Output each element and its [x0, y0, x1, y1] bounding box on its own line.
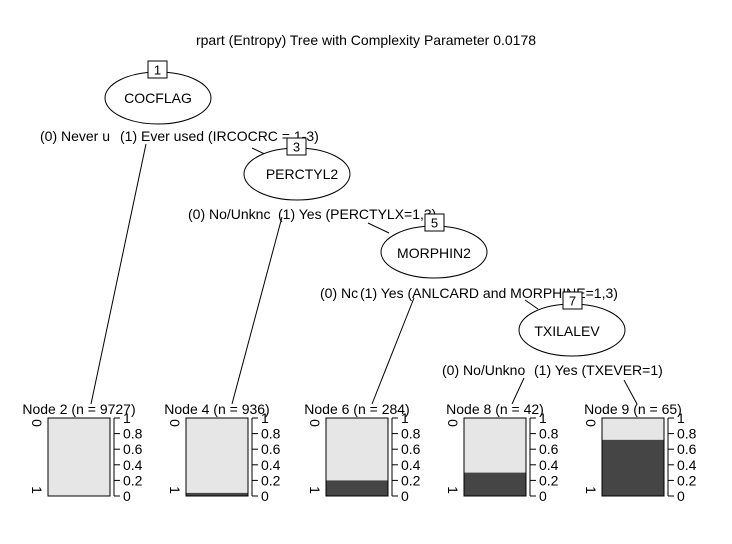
edge-1-to-2	[90, 143, 147, 405]
edge-3-to-4	[231, 216, 283, 405]
axis-tick-label: 0	[401, 488, 409, 504]
bar-class-0	[602, 418, 664, 440]
node-id-box	[562, 291, 583, 310]
class-label-1: 1	[307, 486, 323, 494]
node-label: COCFLAG	[124, 90, 192, 106]
axis-tick-label: 0.6	[401, 441, 421, 457]
node-id-box	[286, 137, 307, 156]
axis-tick-label: 0.2	[539, 472, 559, 488]
node-id: 3	[293, 140, 300, 155]
node-id-box	[424, 213, 445, 232]
inner-node-3: PERCTYL2 3 (0) No/Unknc (1) Yes (PERCTYL…	[188, 137, 436, 222]
axis-tick-label: 0.2	[677, 472, 697, 488]
node-label: PERCTYL2	[266, 166, 339, 182]
bar-class-0	[326, 418, 388, 481]
axis-tick-label: 0.6	[677, 441, 697, 457]
bar-class-1	[326, 480, 388, 496]
axis-tick-label: 1	[539, 410, 547, 426]
bar-class-1	[186, 492, 248, 496]
axis-tick-label: 0.4	[677, 457, 697, 473]
terminal-node-label: Node 4 (n = 936)	[164, 401, 269, 417]
node-id: 7	[569, 294, 576, 309]
split-label-right: (1) Yes (ANLCARD and MORPHINE=1,3)	[360, 285, 618, 301]
axis-tick-label: 0.2	[401, 472, 421, 488]
terminal-node-label: Node 6 (n = 284)	[304, 401, 409, 417]
class-label-1: 1	[445, 486, 461, 494]
bar-class-1	[602, 439, 664, 496]
bar-frame	[601, 417, 665, 497]
inner-node-5: MORPHIN2 5 (0) Nc (1) Yes (ANLCARD and M…	[320, 213, 618, 301]
edge-5-to-6	[371, 297, 415, 405]
edge-5-to-7	[524, 299, 539, 310]
axis-tick-label: 0.6	[123, 441, 143, 457]
bar-frame	[47, 417, 111, 497]
split-label-right: (1) Ever used (IRCOCRC = 1-3)	[120, 128, 319, 144]
axis-tick-label: 1	[677, 410, 685, 426]
class-label-0: 0	[307, 419, 323, 427]
edge-7-to-8	[511, 377, 525, 405]
axis-tick-label: 1	[401, 410, 409, 426]
axis-tick-label: 0.4	[401, 457, 421, 473]
bar-class-1	[464, 472, 526, 496]
class-label-1: 1	[167, 486, 183, 494]
split-label-left: (0) No/Unknc	[188, 206, 270, 222]
node-label: TXILALEV	[534, 323, 600, 339]
axis-tick-label: 0	[123, 488, 131, 504]
edge-7-to-9	[623, 379, 638, 405]
class-label-0: 0	[445, 419, 461, 427]
bar-class-0	[48, 418, 110, 496]
tree-edges	[90, 143, 638, 405]
node-id: 1	[154, 63, 161, 78]
axis-tick-label: 0.8	[677, 426, 697, 442]
axis-tick-label: 0.6	[539, 441, 559, 457]
split-label-right: (1) Yes (PERCTYLX=1,3)	[278, 206, 436, 222]
axis-tick-label: 0.8	[261, 426, 281, 442]
class-label-0: 0	[583, 419, 599, 427]
class-label-1: 1	[29, 486, 45, 494]
axis-tick-label: 1	[261, 410, 269, 426]
axis-tick-label: 0.4	[261, 457, 281, 473]
split-label-left: (0) No/Unkno	[442, 362, 525, 378]
class-label-0: 0	[167, 419, 183, 427]
bar-frame	[463, 417, 527, 497]
axis-tick-label: 0.2	[261, 472, 281, 488]
axis-tick-label: 0.8	[123, 426, 143, 442]
node-id: 5	[431, 216, 438, 231]
split-label-left: (0) Never u	[40, 128, 110, 144]
axis-tick-label: 0	[539, 488, 547, 504]
split-label-left: (0) Nc	[320, 285, 358, 301]
class-label-1: 1	[583, 486, 599, 494]
bar-frame	[185, 417, 249, 497]
axis-tick-label: 0.8	[539, 426, 559, 442]
terminal-node-label: Node 8 (n = 42)	[446, 401, 544, 417]
node-id-box	[147, 60, 168, 79]
axis-tick-label: 0.8	[401, 426, 421, 442]
axis-tick-label: 0.4	[539, 457, 559, 473]
bar-class-0	[186, 418, 248, 493]
axis-tick-label: 0.2	[123, 472, 143, 488]
bar-frame	[325, 417, 389, 497]
node-label: MORPHIN2	[397, 245, 471, 261]
edge-3-to-5	[367, 222, 390, 234]
inner-node-1: COCFLAG 1 (0) Never u (1) Ever used (IRC…	[40, 60, 319, 144]
tree-title: rpart (Entropy) Tree with Complexity Par…	[196, 32, 536, 48]
axis-tick-label: 0	[261, 488, 269, 504]
axis-tick-label: 0.4	[123, 457, 143, 473]
split-label-right: (1) Yes (TXEVER=1)	[534, 362, 663, 378]
bar-class-0	[464, 418, 526, 473]
axis-tick-label: 0	[677, 488, 685, 504]
terminal-node-label: Node 2 (n = 9727)	[22, 401, 135, 417]
axis-tick-label: 0.6	[261, 441, 281, 457]
inner-node-7: TXILALEV 7 (0) No/Unkno (1) Yes (TXEVER=…	[442, 291, 663, 378]
class-label-0: 0	[29, 419, 45, 427]
axis-tick-label: 1	[123, 410, 131, 426]
terminal-node-label: Node 9 (n = 65)	[584, 401, 682, 417]
